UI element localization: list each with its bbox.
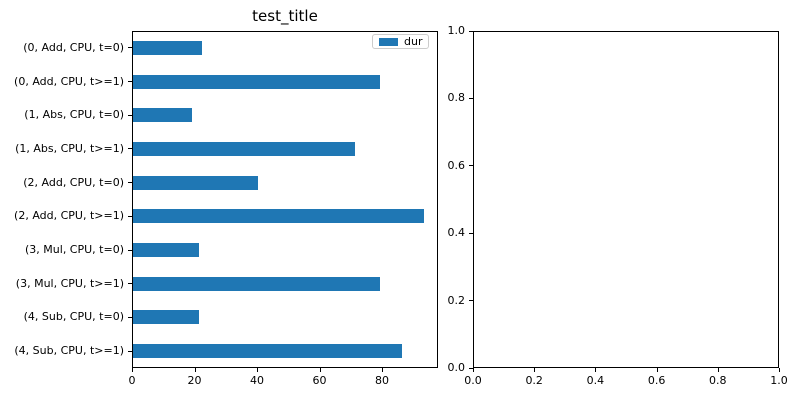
y-tick-label: 0.0 [447,361,466,374]
x-tick [717,368,719,372]
x-tick-label: 0.6 [647,374,666,387]
bar [133,108,193,123]
x-tick [257,368,259,372]
x-tick-label: 80 [375,374,390,387]
y-tick-label: (4, Sub, CPU, t=0) [23,310,124,324]
y-tick-label: (2, Add, CPU, t>=1) [14,209,124,223]
y-tick [469,165,473,167]
y-tick-label: (1, Abs, CPU, t=0) [24,108,124,122]
x-tick-label: 0.0 [464,374,482,387]
y-tick-label: (0, Add, CPU, t>=1) [14,74,124,88]
legend-swatch-icon [379,37,398,46]
y-tick-label: (2, Add, CPU, t=0) [23,175,124,189]
y-tick-label: (3, Mul, CPU, t>=1) [15,276,124,290]
x-tick [473,368,474,372]
bar [133,276,380,291]
x-tick-label: 40 [250,374,265,387]
y-tick-label: (0, Add, CPU, t=0) [23,40,124,54]
y-tick [128,47,132,49]
bar [133,74,380,89]
empty-axes [473,31,779,368]
y-tick-label: 0.4 [447,226,466,240]
x-tick [779,368,780,372]
x-tick [132,368,133,372]
x-tick-label: 60 [312,374,327,387]
bar [133,141,355,156]
bar [133,344,402,359]
y-tick-label: 0.6 [447,158,466,172]
y-tick [469,367,473,369]
y-tick-label: 1.0 [447,24,466,37]
x-tick-label: 1.0 [770,374,788,387]
bar [133,310,199,325]
bar [133,209,424,224]
y-tick [128,249,132,251]
legend-label: dur [404,35,423,48]
y-tick-label: 0.8 [447,91,466,105]
y-tick [128,182,132,184]
x-tick-label: 20 [187,374,202,387]
x-tick [382,368,384,372]
x-tick [534,368,536,372]
x-tick-label: 0.2 [525,374,543,387]
x-tick-label: 0.4 [586,374,605,387]
y-tick [128,81,132,83]
x-tick [595,368,597,372]
y-tick [128,114,132,116]
y-tick [128,283,132,285]
y-tick [469,232,473,234]
y-tick [469,30,473,32]
bar [133,175,258,190]
y-tick-label: 0.2 [447,293,466,307]
y-tick [128,350,132,352]
y-tick [469,97,473,99]
x-tick-label: 0.8 [709,374,727,387]
x-tick [194,368,196,372]
x-tick [319,368,321,372]
x-tick [656,368,658,372]
x-tick-label: 0 [128,374,136,387]
bar [133,40,202,55]
y-tick-label: (4, Sub, CPU, t>=1) [14,344,124,358]
y-tick [128,148,132,150]
y-tick-label: (1, Abs, CPU, t>=1) [15,141,124,155]
chart-title: test_title [252,7,318,25]
y-tick [128,316,132,318]
bar [133,243,199,258]
y-tick [128,215,132,217]
y-tick [469,300,473,302]
y-tick-label: (3, Mul, CPU, t=0) [25,243,124,257]
legend: dur [372,34,429,49]
